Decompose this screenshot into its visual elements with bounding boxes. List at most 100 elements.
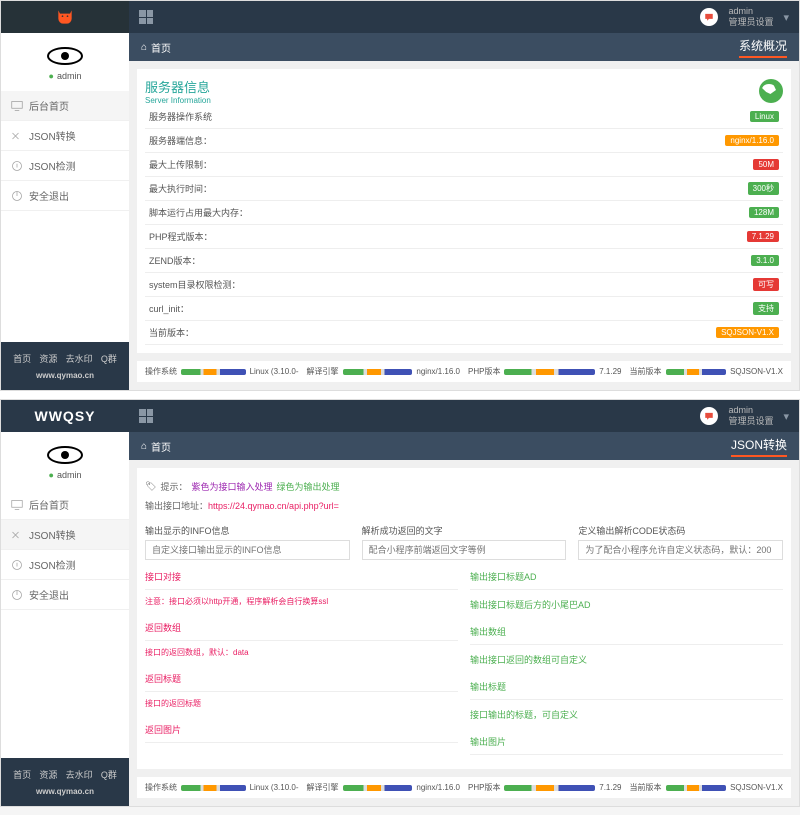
- info-key: curl_init：: [149, 302, 189, 315]
- section-note: 接口的返回标题: [145, 698, 458, 709]
- nav-label: JSON转换: [29, 527, 76, 542]
- info-row: ZEND版本： 3.1.0: [145, 249, 783, 273]
- status-bar: 操作系统 Linux (3.10.0- 解译引擎nginx/1.16.0 PHP版本 7…: [137, 361, 791, 382]
- info-badge: 3.1.0: [751, 255, 779, 266]
- shuffle-icon: [11, 529, 23, 541]
- section-sub: 接口输出的标题，可自定义: [470, 708, 783, 721]
- info-key: ZEND版本：: [149, 254, 201, 267]
- form-input[interactable]: [362, 540, 567, 560]
- info-key: system目录权限检测：: [149, 278, 241, 291]
- info-row: 脚本运行占用最大内存：128M: [145, 201, 783, 225]
- status-item: 解译引擎nginx/1.16.0: [307, 782, 461, 793]
- info-key: 当前版本：: [149, 326, 194, 339]
- nav-label: 后台首页: [29, 98, 69, 113]
- foot-link[interactable]: 去水印: [66, 352, 93, 365]
- sidebar-nav: 后台首页 JSON转换 JSON检测 安全退出: [1, 91, 129, 342]
- nav-logout[interactable]: 安全退出: [1, 580, 129, 610]
- avatar-zone: admin: [1, 33, 129, 91]
- grid-icon[interactable]: [139, 10, 153, 24]
- form-input[interactable]: [145, 540, 350, 560]
- status-value: 7.1.29: [599, 367, 621, 376]
- status-bar-graph: [343, 369, 413, 375]
- topbar: admin管理员设置 ▾: [129, 1, 799, 33]
- status-value: nginx/1.16.0: [416, 367, 460, 376]
- nav-home[interactable]: 后台首页: [1, 91, 129, 121]
- status-value: SQJSON-V1.X: [730, 783, 783, 792]
- chevron-down-icon[interactable]: ▾: [783, 410, 789, 423]
- breadcrumb[interactable]: 首页: [151, 40, 171, 55]
- card-title: 服务器信息Server Information: [145, 77, 783, 105]
- status-item: 解译引擎nginx/1.16.0: [307, 366, 461, 377]
- info-row: 最大执行时间：300秒: [145, 177, 783, 201]
- form-input[interactable]: [578, 540, 783, 560]
- status-bar-graph: [504, 369, 595, 375]
- status-value: SQJSON-V1.X: [730, 367, 783, 376]
- info-badge: 300秒: [748, 182, 779, 195]
- status-item: PHP版本 7.1.29: [468, 366, 622, 377]
- info-row: 服务器端信息：nginx/1.16.0: [145, 129, 783, 153]
- foot-link[interactable]: 资源: [39, 768, 57, 781]
- info-key: 服务器操作系统: [149, 110, 212, 123]
- section-note: 注意：接口必须以http开通，程序解析会自行换算ssl: [145, 596, 458, 607]
- breadcrumb-bar: ⌂首页 JSON转换: [129, 432, 799, 460]
- top-user[interactable]: admin管理员设置: [728, 6, 773, 28]
- foot-link[interactable]: Q群: [101, 352, 117, 365]
- foot-link[interactable]: 资源: [39, 352, 57, 365]
- api-url[interactable]: https://24.qymao.cn/api.php?url=: [208, 501, 339, 511]
- status-key: 操作系统: [145, 366, 177, 377]
- status-value: Linux (3.10.0-: [250, 783, 299, 792]
- info-badge: 可写: [753, 278, 779, 291]
- chevron-down-icon[interactable]: ▾: [783, 11, 789, 24]
- sidebar-footer: 首页 资源 去水印 Q群 www.qymao.cn: [1, 342, 129, 390]
- section-heading: 输出数组: [470, 625, 783, 638]
- section-heading: 返回图片: [145, 723, 458, 736]
- foot-link[interactable]: 去水印: [66, 768, 93, 781]
- top-role: 管理员设置: [728, 416, 773, 427]
- breadcrumb[interactable]: 首页: [151, 439, 171, 454]
- message-button[interactable]: [700, 407, 718, 425]
- nav-label: JSON转换: [29, 128, 76, 143]
- home-icon: ⌂: [141, 42, 147, 53]
- sidebar-admin: admin: [1, 71, 129, 81]
- foot-link[interactable]: 首页: [13, 768, 31, 781]
- tag-icon: 🏷: [145, 481, 156, 492]
- info-row: curl_init：支持: [145, 297, 783, 321]
- foot-link[interactable]: 首页: [13, 352, 31, 365]
- foot-url: www.qymao.cn: [9, 371, 121, 380]
- eye-icon: [47, 47, 83, 65]
- nav-home[interactable]: 后台首页: [1, 490, 129, 520]
- status-item: 操作系统 Linux (3.10.0-: [145, 366, 299, 377]
- status-item: PHP版本7.1.29: [468, 782, 622, 793]
- globe-icon: [759, 79, 783, 103]
- nav-label: 安全退出: [29, 188, 69, 203]
- foot-link[interactable]: Q群: [101, 768, 117, 781]
- status-bar-graph: [343, 785, 413, 791]
- status-key: PHP版本: [468, 366, 500, 377]
- eye-icon: [47, 446, 83, 464]
- top-user[interactable]: admin管理员设置: [728, 405, 773, 427]
- section-heading: 输出图片: [470, 735, 783, 748]
- form-label: 解析成功返回的文字: [362, 524, 567, 537]
- url-line: 输出接口地址：https://24.qymao.cn/api.php?url=: [145, 497, 783, 514]
- topbar: admin管理员设置 ▾: [129, 400, 799, 432]
- info-badge: SQJSON-V1.X: [716, 327, 779, 338]
- breadcrumb-bar: ⌂首页 系统概况: [129, 33, 799, 61]
- power-icon: [11, 589, 23, 601]
- status-key: PHP版本: [468, 782, 500, 793]
- nav-logout[interactable]: 安全退出: [1, 181, 129, 211]
- section-note: 接口的返回数组，默认：data: [145, 647, 458, 658]
- section-heading: 返回数组: [145, 621, 458, 634]
- desktop-icon: [11, 499, 23, 511]
- nav-json-check[interactable]: JSON检测: [1, 151, 129, 181]
- form-label: 定义输出解析CODE状态码: [578, 524, 783, 537]
- status-value: nginx/1.16.0: [416, 783, 460, 792]
- section-heading: 输出接口标题AD: [470, 570, 783, 583]
- nav-json-check[interactable]: JSON检测: [1, 550, 129, 580]
- section-heading: 返回标题: [145, 672, 458, 685]
- message-button[interactable]: [700, 8, 718, 26]
- status-value: Linux (3.10.0-: [250, 367, 299, 376]
- nav-json-convert[interactable]: JSON转换: [1, 121, 129, 151]
- nav-label: JSON检测: [29, 158, 76, 173]
- grid-icon[interactable]: [139, 409, 153, 423]
- nav-json-convert[interactable]: JSON转换: [1, 520, 129, 550]
